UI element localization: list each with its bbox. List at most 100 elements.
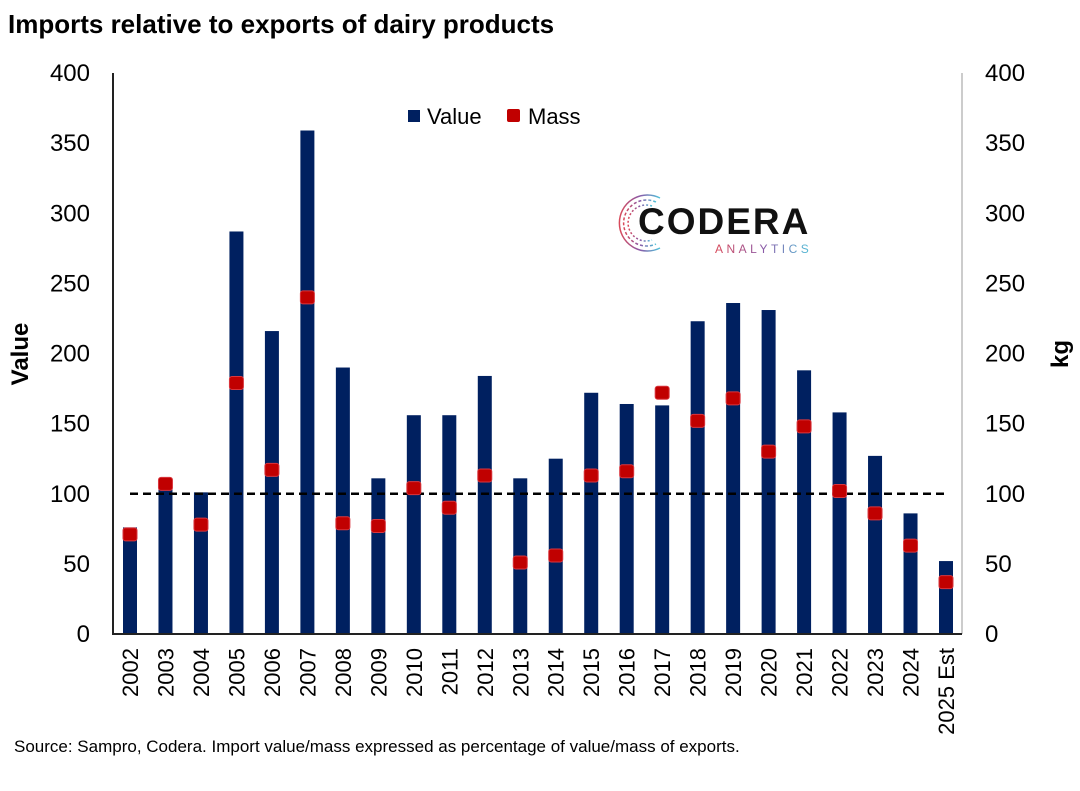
x-tick-label: 2022: [828, 648, 853, 697]
y-axis-left-title: Value: [7, 323, 34, 386]
x-tick-label: 2004: [189, 648, 214, 697]
x-tick-label: 2021: [792, 648, 817, 697]
bar-value-2025 Est: [939, 561, 953, 634]
y-axis-right-title: kg: [1047, 340, 1074, 368]
y-axis-right-ticks: 0 50 100 150 200 250 300 350 400: [985, 60, 1025, 648]
y-tick-label-right: 400: [985, 60, 1025, 87]
marker-mass-2023: [867, 506, 883, 521]
x-tick-label: 2020: [757, 648, 782, 697]
bar-value-2024: [903, 513, 918, 634]
bar-value-2022: [832, 412, 847, 634]
marker-mass-2014: [548, 548, 564, 563]
x-tick-label: 2023: [863, 648, 888, 697]
bar-value-2004: [193, 492, 208, 634]
marker-mass-2002: [122, 527, 138, 542]
y-tick-label-left: 50: [63, 551, 90, 578]
x-tick-label: 2011: [437, 648, 462, 695]
bar-value-2021: [797, 370, 812, 634]
x-axis-labels: 2002 2003 2004 2005 2006 2007 2008 2009 2010 2011…: [118, 648, 959, 735]
bar-value-2007: [300, 130, 315, 634]
marker-mass-2006: [264, 462, 280, 477]
marker-mass-2009: [370, 519, 386, 534]
y-tick-label-left: 250: [50, 270, 90, 297]
y-tick-label-left: 0: [77, 621, 90, 648]
x-tick-label: 2003: [153, 648, 178, 697]
y-tick-label-right: 250: [985, 270, 1025, 297]
x-tick-label: 2010: [402, 648, 427, 697]
x-tick-label: 2019: [721, 648, 746, 697]
logo-mark-icon: [618, 194, 661, 252]
marker-mass-2011: [441, 500, 457, 515]
bar-value-2002: [123, 527, 137, 634]
bar-value-2019: [726, 303, 741, 634]
bar-value-2017: [655, 405, 670, 634]
x-tick-label: 2007: [295, 648, 320, 697]
bar-value-2005: [229, 231, 244, 635]
x-tick-label: 2018: [686, 648, 711, 697]
codera-logo: CODERA ANALYTICS: [618, 194, 812, 256]
marker-mass-2015: [583, 468, 599, 483]
y-tick-label-left: 350: [50, 130, 90, 157]
chart-title: Imports relative to exports of dairy pro…: [8, 9, 554, 39]
marker-mass-2024: [903, 538, 919, 553]
x-tick-label: 2016: [615, 648, 640, 697]
bar-value-2008: [335, 367, 350, 634]
marker-mass-2016: [619, 464, 635, 479]
y-tick-label-left: 300: [50, 200, 90, 227]
y-tick-label-right: 50: [985, 551, 1012, 578]
bar-value-2009: [371, 478, 386, 634]
source-note: Source: Sampro, Codera. Import value/mas…: [14, 737, 740, 756]
bar-value-2003: [158, 486, 173, 634]
bar-value-2006: [264, 331, 279, 634]
marker-mass-2020: [761, 444, 777, 459]
marker-mass-2025 Est: [938, 575, 954, 590]
y-tick-label-left: 200: [50, 341, 90, 368]
x-tick-label: 2009: [366, 648, 391, 697]
marker-mass-2017: [654, 385, 670, 400]
marker-mass-2004: [193, 517, 209, 532]
mass-markers: [122, 290, 954, 590]
marker-mass-2005: [228, 375, 244, 390]
y-tick-label-right: 200: [985, 341, 1025, 368]
marker-mass-2019: [725, 391, 741, 406]
bar-value-2012: [477, 375, 492, 634]
x-tick-label: 2005: [224, 648, 249, 697]
x-tick-label: 2017: [650, 648, 675, 697]
x-tick-label: 2025 Est: [934, 648, 959, 735]
legend: Value Mass: [408, 104, 581, 129]
x-tick-label: 2014: [544, 648, 569, 697]
marker-mass-2003: [157, 476, 173, 491]
bar-value-2016: [619, 403, 634, 634]
x-tick-label: 2006: [260, 648, 285, 697]
marker-mass-2012: [477, 468, 493, 483]
x-tick-label: 2002: [118, 648, 143, 697]
x-tick-label: 2012: [473, 648, 498, 697]
legend-value-label: Value: [427, 104, 482, 129]
svg-text:ANALYTICS: ANALYTICS: [715, 242, 812, 256]
y-tick-label-right: 350: [985, 130, 1025, 157]
x-tick-label: 2008: [331, 648, 356, 697]
marker-mass-2007: [299, 290, 315, 305]
y-tick-label-right: 100: [985, 481, 1025, 508]
bar-value-2010: [406, 415, 421, 634]
y-tick-label-right: 0: [985, 621, 998, 648]
marker-mass-2010: [406, 481, 422, 496]
x-tick-label: 2013: [508, 648, 533, 697]
bar-value-2020: [761, 310, 776, 634]
x-tick-label: 2015: [579, 648, 604, 697]
y-tick-label-right: 150: [985, 411, 1025, 438]
y-tick-label-left: 100: [50, 481, 90, 508]
value-bars: [123, 130, 953, 635]
marker-mass-2018: [690, 413, 706, 428]
bar-value-2023: [868, 455, 883, 634]
marker-mass-2013: [512, 555, 528, 570]
y-axis-left-ticks: 0 50 100 150 200 250 300 350 400: [50, 60, 90, 648]
y-tick-label-left: 400: [50, 60, 90, 87]
svg-text:CODERA: CODERA: [638, 201, 810, 242]
bar-value-2018: [690, 321, 705, 634]
y-tick-label-left: 150: [50, 411, 90, 438]
marker-mass-2021: [796, 419, 812, 434]
marker-mass-2022: [832, 483, 848, 498]
legend-value-swatch: [408, 110, 420, 122]
